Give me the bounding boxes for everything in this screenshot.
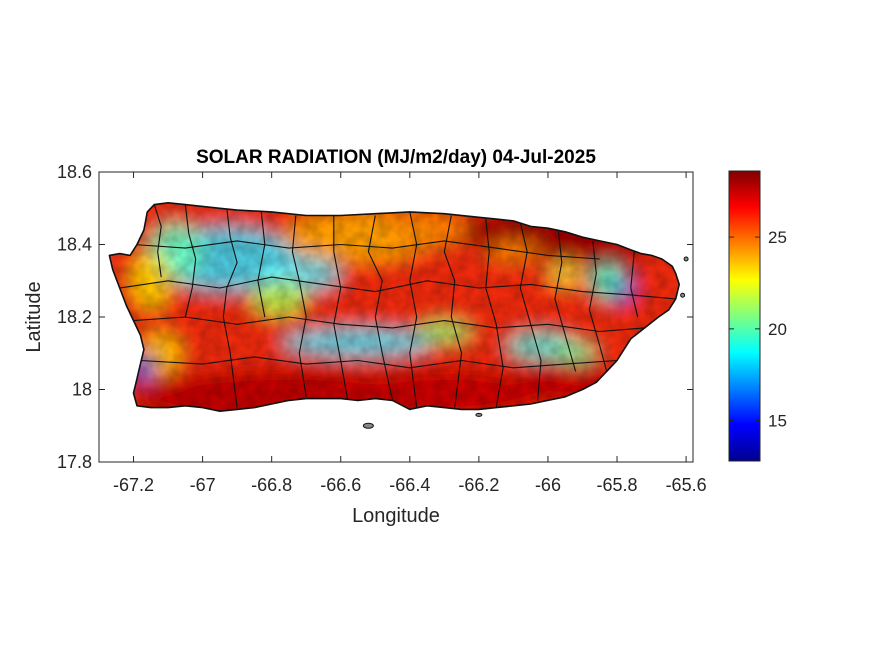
- x-tick-label: -67: [190, 475, 216, 495]
- y-axis-title: Latitude: [23, 281, 45, 352]
- colorbar-tick-label: 20: [768, 320, 787, 339]
- municipality-border: [554, 229, 577, 372]
- x-tick-label: -66.2: [458, 475, 499, 495]
- x-tick-label: -67.2: [113, 475, 154, 495]
- municipality-border: [519, 222, 542, 401]
- municipality-border: [153, 204, 162, 278]
- x-axis-title: Longitude: [352, 505, 440, 527]
- municipality-borders: [119, 204, 676, 408]
- y-tick-label: 18: [72, 380, 92, 400]
- colorbar-tick-label: 15: [768, 412, 787, 431]
- x-axis-ticks: -67.2 -67 -66.8 -66.6 -66.4 -66.2 -66 -65.8 -65.…: [113, 172, 707, 495]
- municipality-border: [222, 208, 238, 408]
- municipality-border: [630, 251, 639, 318]
- x-tick-label: -66.6: [320, 475, 361, 495]
- colorbar-tick-label: 25: [768, 228, 787, 247]
- islet: [475, 412, 483, 417]
- colorbar-ticks: 15 20 25: [729, 228, 787, 431]
- municipality-border: [291, 215, 307, 397]
- municipality-border: [133, 240, 600, 260]
- x-tick-label: -65.6: [666, 475, 707, 495]
- islet: [680, 292, 686, 298]
- municipality-border: [140, 356, 618, 369]
- colorbar: [728, 170, 761, 462]
- island-coastline: [108, 202, 680, 412]
- municipality-border: [133, 316, 645, 333]
- y-axis-ticks: 17.8 18 18.2 18.4 18.6: [57, 162, 693, 472]
- y-tick-label: 18.6: [57, 162, 92, 182]
- small-islands: [362, 256, 689, 429]
- x-tick-label: -66.4: [389, 475, 430, 495]
- islet: [683, 256, 689, 262]
- municipality-border: [333, 215, 349, 401]
- municipality-border: [184, 204, 197, 318]
- plot-title: SOLAR RADIATION (MJ/m2/day) 04-Jul-2025: [196, 147, 596, 168]
- municipality-border: [119, 276, 676, 300]
- islet: [362, 422, 374, 429]
- y-tick-label: 18.4: [57, 235, 92, 255]
- y-tick-label: 17.8: [57, 452, 92, 472]
- municipality-border: [485, 219, 504, 408]
- x-tick-label: -65.8: [597, 475, 638, 495]
- y-tick-label: 18.2: [57, 307, 92, 327]
- municipality-border: [367, 215, 394, 401]
- municipality-border: [588, 240, 608, 372]
- x-tick-label: -66.8: [251, 475, 292, 495]
- municipality-border: [257, 211, 266, 318]
- x-tick-label: -66: [535, 475, 561, 495]
- municipality-border: [409, 211, 418, 408]
- municipality-border: [443, 215, 463, 408]
